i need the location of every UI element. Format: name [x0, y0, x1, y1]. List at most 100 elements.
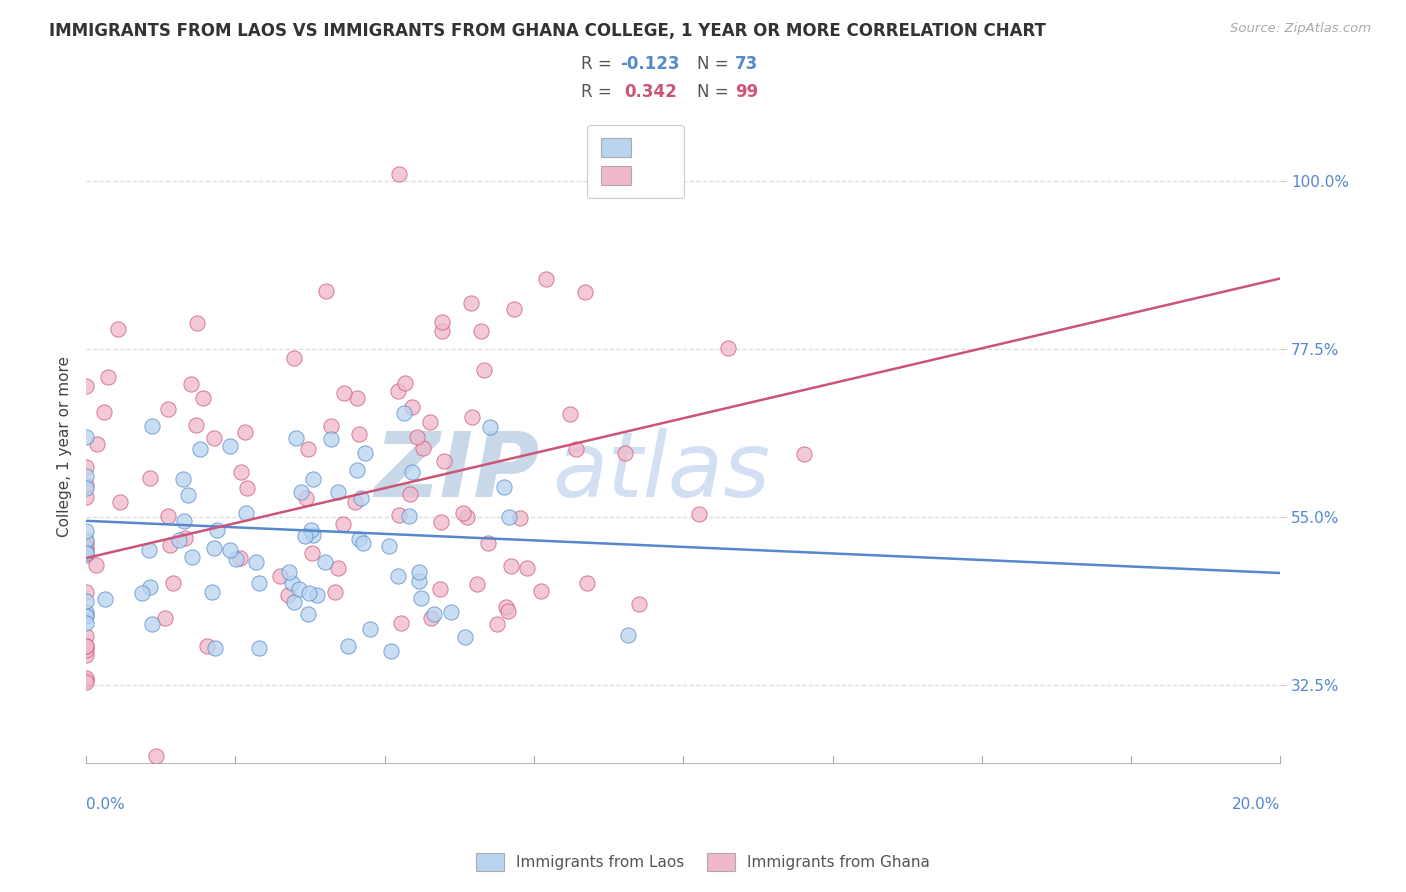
- Point: [75, 540, 97, 554]
- Point: [319, 419, 342, 434]
- Point: [283, 595, 305, 609]
- Text: Source: ZipAtlas.com: Source: ZipAtlas.com: [1230, 22, 1371, 36]
- Point: [155, 610, 177, 624]
- Text: 20.0%: 20.0%: [1232, 797, 1281, 812]
- Text: N =: N =: [697, 55, 734, 73]
- Text: ZIP: ZIP: [374, 427, 540, 516]
- Point: [162, 576, 184, 591]
- Point: [205, 523, 228, 537]
- Point: [75, 546, 97, 560]
- Y-axis label: College, 1 year or more: College, 1 year or more: [58, 356, 72, 537]
- Point: [394, 376, 416, 391]
- Point: [454, 630, 477, 644]
- Point: [277, 588, 299, 602]
- Point: [558, 407, 581, 421]
- Point: [75, 639, 97, 653]
- Point: [465, 576, 488, 591]
- Point: [229, 465, 252, 479]
- Point: [429, 516, 451, 530]
- Point: [145, 748, 167, 763]
- Point: [323, 585, 346, 599]
- Point: [75, 671, 97, 685]
- Point: [75, 533, 97, 547]
- Point: [174, 531, 197, 545]
- Point: [406, 429, 429, 443]
- Point: [574, 285, 596, 299]
- Point: [283, 351, 305, 365]
- Point: [247, 576, 270, 591]
- Point: [453, 506, 475, 520]
- Point: [389, 616, 412, 631]
- Point: [326, 561, 349, 575]
- Point: [346, 391, 368, 405]
- Point: [387, 569, 409, 583]
- Point: [191, 391, 214, 405]
- Point: [392, 406, 415, 420]
- Point: [294, 529, 316, 543]
- Point: [793, 447, 815, 461]
- Point: [346, 463, 368, 477]
- Point: [204, 640, 226, 655]
- Point: [495, 600, 517, 615]
- Point: [614, 446, 637, 460]
- Point: [398, 508, 420, 523]
- Point: [94, 592, 117, 607]
- Point: [388, 508, 411, 522]
- Point: [75, 593, 97, 607]
- Point: [195, 639, 218, 653]
- Point: [235, 506, 257, 520]
- Point: [233, 425, 256, 440]
- Point: [430, 315, 453, 329]
- Point: [509, 511, 531, 525]
- Point: [75, 639, 97, 653]
- Text: -0.123: -0.123: [620, 55, 679, 73]
- Point: [430, 324, 453, 338]
- Point: [247, 641, 270, 656]
- Point: [229, 550, 252, 565]
- Point: [75, 468, 97, 483]
- Point: [479, 420, 502, 434]
- Point: [299, 523, 322, 537]
- Point: [347, 426, 370, 441]
- Point: [84, 558, 107, 572]
- Point: [93, 405, 115, 419]
- Point: [157, 402, 180, 417]
- Point: [107, 322, 129, 336]
- Point: [349, 532, 371, 546]
- Point: [429, 582, 451, 596]
- Point: [420, 611, 443, 625]
- Point: [349, 491, 371, 506]
- Point: [401, 401, 423, 415]
- Point: [565, 442, 588, 456]
- Point: [301, 546, 323, 560]
- Point: [575, 576, 598, 591]
- Point: [75, 545, 97, 559]
- Point: [75, 460, 97, 475]
- Point: [359, 623, 381, 637]
- Point: [280, 575, 302, 590]
- Point: [302, 527, 325, 541]
- Point: [321, 432, 343, 446]
- Point: [202, 541, 225, 556]
- Point: [343, 495, 366, 509]
- Point: [75, 629, 97, 643]
- Point: [173, 514, 195, 528]
- Point: [97, 369, 120, 384]
- Point: [108, 494, 131, 508]
- Point: [530, 584, 553, 599]
- Point: [180, 377, 202, 392]
- Point: [75, 616, 97, 631]
- Point: [399, 486, 422, 500]
- Point: [245, 555, 267, 569]
- Point: [411, 591, 433, 605]
- Point: [297, 607, 319, 622]
- Point: [236, 481, 259, 495]
- Point: [167, 533, 190, 548]
- Point: [218, 542, 240, 557]
- Point: [499, 558, 522, 573]
- Point: [408, 574, 430, 588]
- Point: [75, 535, 97, 549]
- Point: [75, 605, 97, 619]
- Point: [186, 316, 208, 330]
- Point: [498, 509, 520, 524]
